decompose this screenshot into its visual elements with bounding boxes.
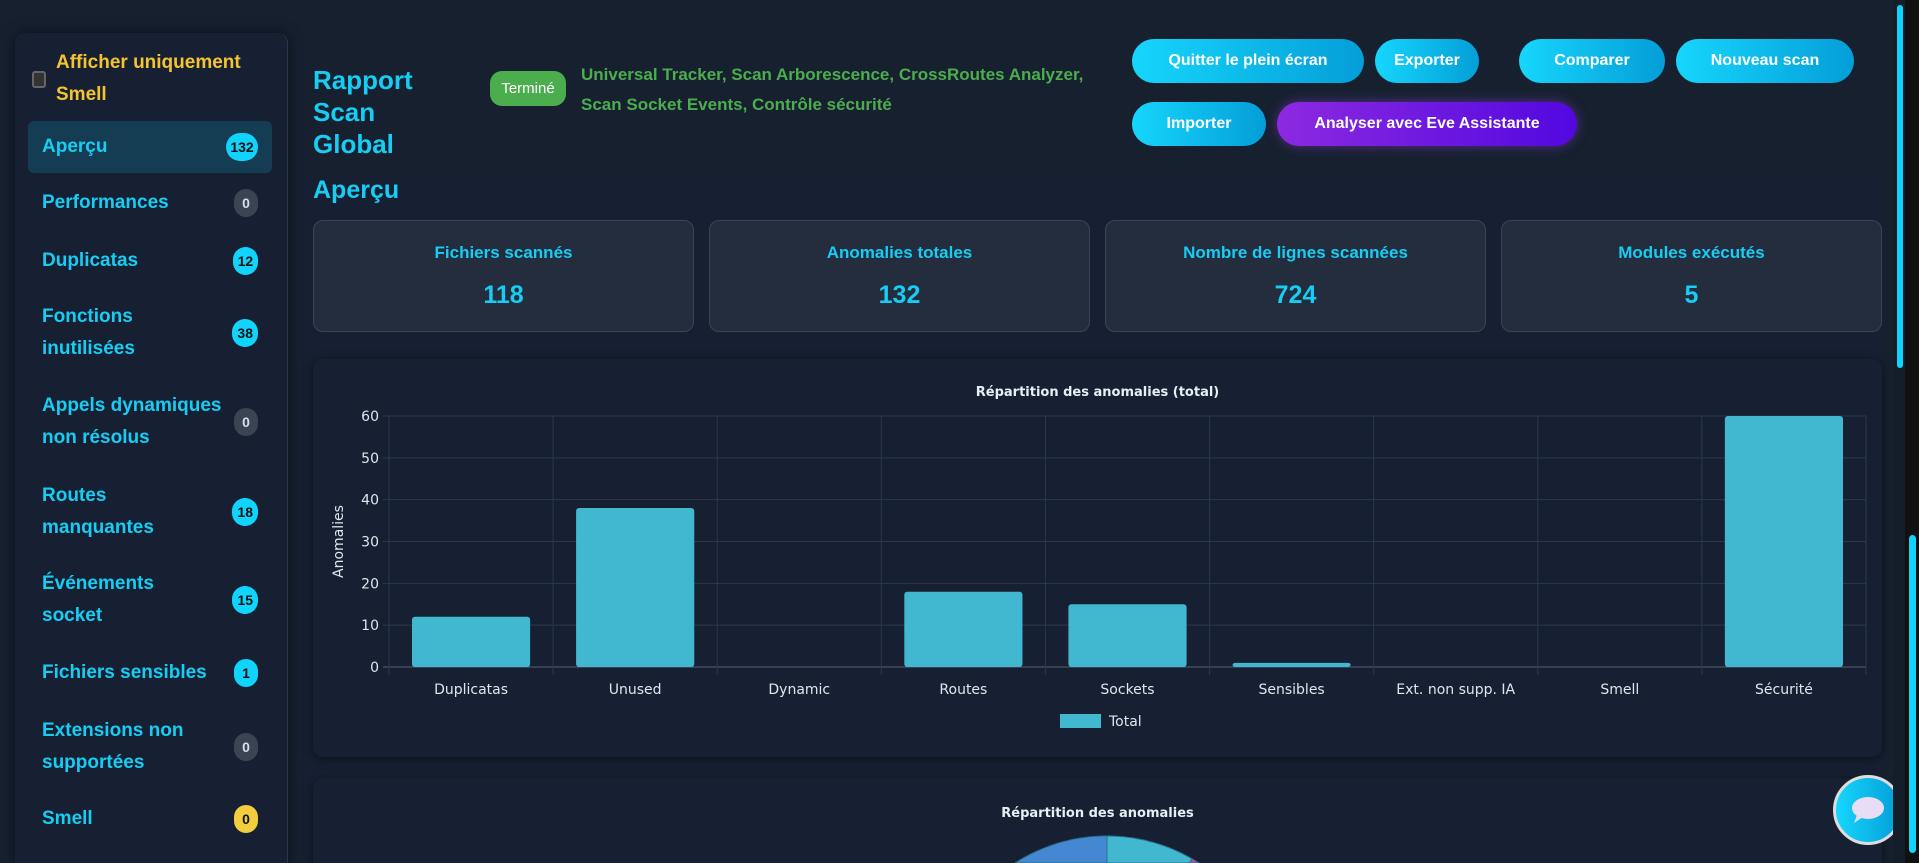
pie-slice-duplicatas — [1106, 835, 1193, 863]
legend-label: Total — [1108, 714, 1142, 730]
x-tick-label: Unused — [609, 682, 662, 698]
analyze-eve-button[interactable]: Analyser avec Eve Assistante — [1277, 102, 1577, 146]
pie-slice-unused — [1189, 858, 1200, 863]
stat-card-lines: Nombre de lignes scannées 724 — [1105, 220, 1486, 332]
count-badge: 18 — [232, 498, 258, 526]
sidebar-item-smell[interactable]: Smell 0 — [28, 803, 272, 835]
bar-chart-card: Répartition des anomalies (total) 0 10 20 3… — [313, 359, 1882, 757]
smell-only-checkbox[interactable] — [32, 70, 46, 88]
y-tick-label: 40 — [361, 493, 379, 509]
stat-label: Nombre de lignes scannées — [1183, 243, 1408, 262]
x-tick-label: Duplicatas — [434, 682, 508, 698]
stat-label: Fichiers scannés — [434, 243, 573, 262]
y-tick-label: 50 — [361, 451, 379, 467]
nav-label: Duplicatas — [42, 250, 139, 271]
page-title: Rapport Scan Global — [313, 65, 413, 159]
pie-chart-card: Répartition des anomalies — [313, 778, 1882, 863]
bar-duplicatas — [411, 616, 531, 667]
stat-label: Modules exécutés — [1618, 243, 1765, 262]
sidebar-item-duplicatas[interactable]: Duplicatas 12 — [28, 245, 272, 277]
stat-card-anomalies: Anomalies totales 132 — [709, 220, 1090, 332]
count-badge: 0 — [234, 805, 258, 833]
stat-card-modules: Modules exécutés 5 — [1501, 220, 1882, 332]
count-badge: 38 — [232, 319, 258, 347]
bar-unused — [576, 508, 695, 667]
y-tick-label: 60 — [361, 409, 379, 425]
stat-card-files: Fichiers scannés 118 — [313, 220, 694, 332]
import-button[interactable]: Importer — [1132, 102, 1266, 146]
bar-sensibles — [1232, 662, 1351, 667]
bar-s-curit- — [1724, 416, 1844, 667]
sidebar-item-fichiers-sensibles[interactable]: Fichiers sensibles 1 — [28, 657, 272, 689]
stat-value: 5 — [1684, 281, 1699, 309]
chat-bubble-icon — [1852, 797, 1884, 823]
count-badge: 132 — [225, 133, 258, 161]
section-heading: Aperçu — [313, 176, 400, 204]
count-badge: 12 — [232, 247, 258, 275]
modules-list: Universal Tracker, Scan Arborescence, Cr… — [581, 65, 1084, 114]
sidebar-item-apercu[interactable]: Aperçu 132 — [28, 121, 272, 173]
nav-label: Fonctions inutilisées — [42, 306, 135, 359]
y-tick-label: 30 — [361, 535, 379, 551]
x-tick-label: Ext. non supp. IA — [1396, 682, 1515, 698]
nav-label: Événements socket — [42, 573, 154, 626]
bar-chart-title: Répartition des anomalies (total) — [975, 385, 1220, 400]
x-tick-label: Sensibles — [1258, 682, 1324, 698]
sidebar-item-routes-manquantes[interactable]: Routes manquantes 18 — [28, 480, 272, 544]
page-scrollbar[interactable] — [1905, 0, 1919, 863]
nav-label: Aperçu — [42, 136, 108, 157]
nav-label: Fichiers sensibles — [42, 662, 207, 683]
count-badge: 0 — [234, 733, 258, 761]
x-tick-label: Smell — [1600, 682, 1639, 698]
inner-scrollbar-thumb[interactable] — [1897, 5, 1903, 368]
sidebar-item-fonctions-inutilisees[interactable]: Fonctions inutilisées 38 — [28, 301, 272, 365]
chat-button[interactable] — [1833, 775, 1903, 845]
x-tick-label: Sockets — [1100, 682, 1154, 698]
bar-sockets — [1068, 604, 1187, 667]
sidebar-item-evenements-socket[interactable]: Événements socket 15 — [28, 568, 272, 632]
y-tick-label: 10 — [361, 618, 379, 634]
count-badge: 15 — [232, 586, 258, 614]
y-axis-label: Anomalies — [331, 505, 347, 578]
count-badge: 0 — [234, 408, 258, 436]
sidebar: Afficher uniquement Smell Aperçu 132 Perf… — [15, 33, 288, 863]
sidebar-item-extensions-non-supportees[interactable]: Extensions non supportées 0 — [28, 715, 272, 779]
count-badge: 1 — [234, 659, 258, 687]
stat-value: 724 — [1274, 281, 1317, 309]
inner-scrollbar[interactable] — [1893, 0, 1905, 863]
nav-label: Smell — [42, 808, 93, 829]
count-badge: 0 — [234, 189, 258, 217]
bar-routes — [904, 591, 1023, 667]
status-badge: Terminé — [490, 71, 566, 106]
sidebar-item-performances[interactable]: Performances 0 — [28, 187, 272, 219]
pie-chart-title: Répartition des anomalies — [1001, 806, 1194, 821]
y-tick-label: 0 — [370, 660, 379, 676]
bar-chart: 0 10 20 30 40 50 60 Anomalies Duplicatas Unused Dy… — [331, 409, 1867, 730]
stat-label: Anomalies totales — [826, 243, 973, 262]
x-tick-label: Dynamic — [768, 682, 830, 698]
smell-only-filter[interactable]: Afficher uniquement Smell — [32, 47, 256, 111]
legend-swatch — [1060, 714, 1101, 728]
nav-label: Appels dynamiques non résolus — [42, 395, 222, 448]
x-tick-label: Routes — [939, 682, 987, 698]
new-scan-button[interactable]: Nouveau scan — [1676, 39, 1854, 83]
sidebar-item-appels-dynamiques[interactable]: Appels dynamiques non résolus 0 — [28, 390, 272, 454]
nav-label: Routes manquantes — [42, 485, 154, 538]
stat-value: 118 — [483, 281, 524, 309]
pie-slice-s-curit- — [1014, 835, 1108, 863]
overview-panel: Aperçu Fichiers scannés 118 Anomalies tot… — [304, 174, 1882, 863]
page-scrollbar-thumb[interactable] — [1909, 535, 1916, 853]
compare-button[interactable]: Comparer — [1519, 39, 1665, 83]
nav-label: Extensions non supportées — [42, 720, 184, 773]
export-button[interactable]: Exporter — [1375, 39, 1479, 83]
pie-chart — [1014, 835, 1200, 863]
exit-fullscreen-button[interactable]: Quitter le plein écran — [1132, 39, 1364, 83]
smell-only-label: Afficher uniquement Smell — [56, 52, 241, 105]
stat-value: 132 — [878, 281, 921, 309]
nav-label: Performances — [42, 192, 169, 213]
y-tick-label: 20 — [361, 576, 379, 592]
x-tick-label: Sécurité — [1755, 682, 1813, 698]
